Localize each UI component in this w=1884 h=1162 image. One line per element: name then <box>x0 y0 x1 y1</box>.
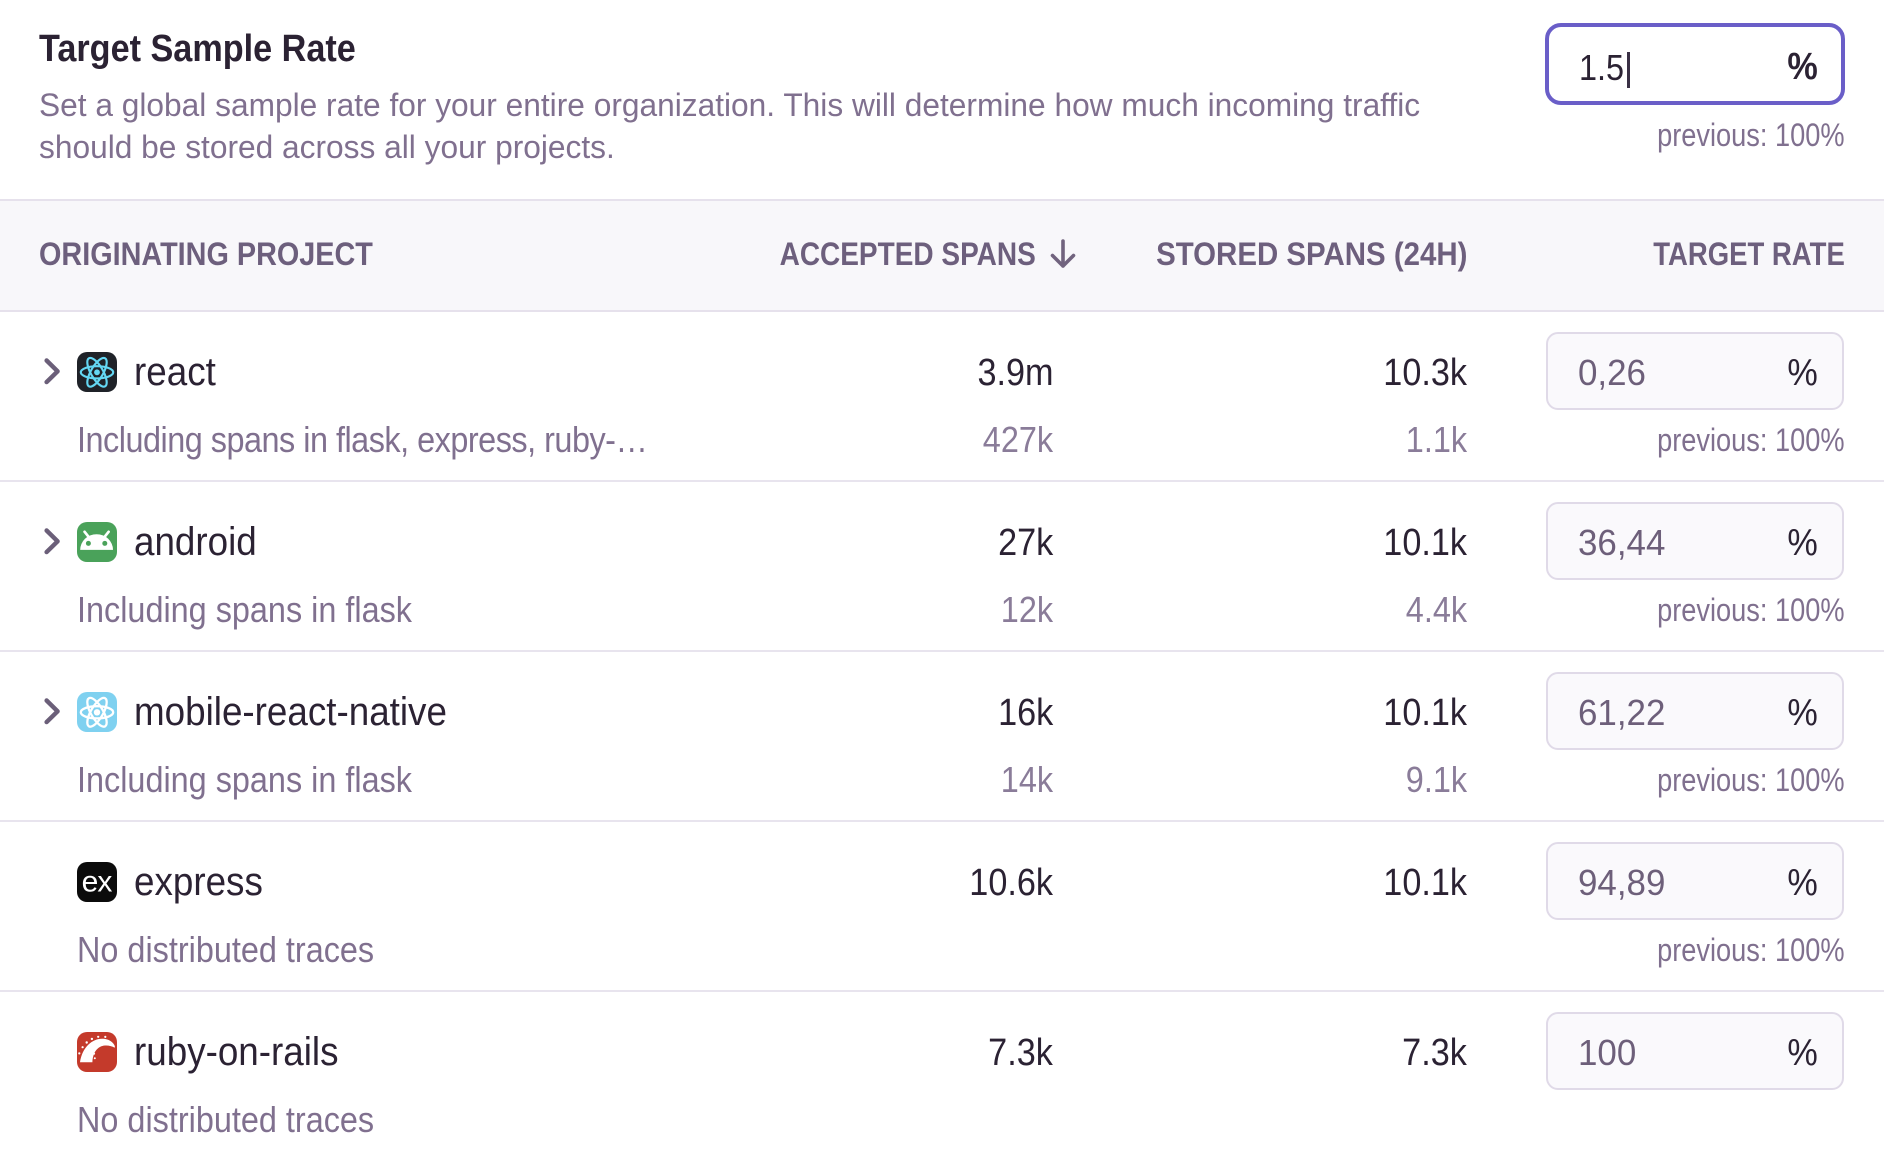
svg-text:ex: ex <box>82 866 113 899</box>
